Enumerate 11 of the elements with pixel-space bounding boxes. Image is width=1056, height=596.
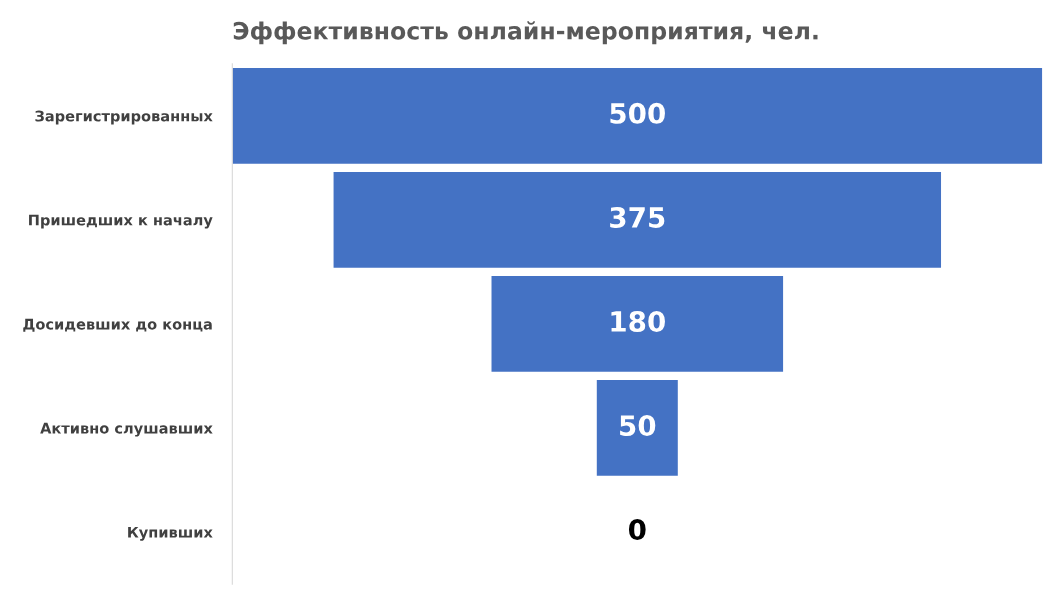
category-label: Досидевших до конца: [23, 318, 212, 332]
data-label: 375: [610, 206, 665, 228]
data-label: 0: [628, 519, 646, 541]
category-label: Зарегистрированных: [35, 110, 213, 125]
data-label: 50: [620, 415, 656, 437]
category-label: Активно слушавших: [40, 422, 213, 437]
text: Эффективность онлайн-мероприятия, чел.: [233, 21, 818, 45]
category-label: Пришедших к началу: [29, 214, 213, 229]
data-label: 180: [611, 310, 665, 332]
data-label: 500: [610, 102, 665, 124]
category-label: Купивших: [128, 526, 213, 541]
